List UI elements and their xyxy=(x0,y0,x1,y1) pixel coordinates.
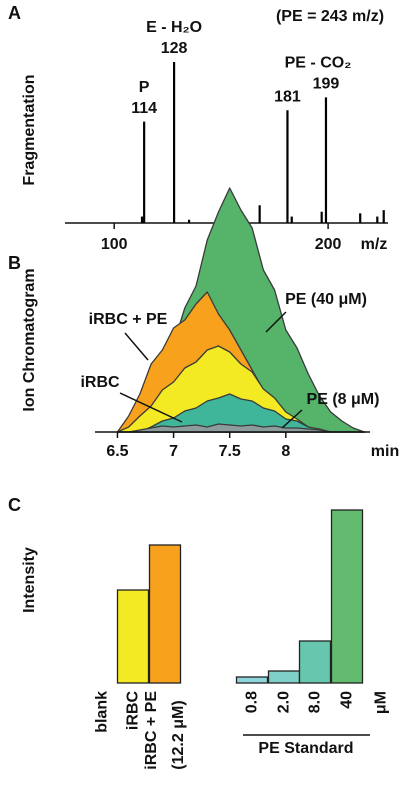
x-tick-label: 40 xyxy=(338,691,356,709)
x-tick-label: 200 xyxy=(315,236,342,253)
x-tick-label: 0.8 xyxy=(243,691,261,714)
peak-name: PE - CO₂ xyxy=(285,55,352,72)
peak-label: 181 xyxy=(274,89,301,106)
x-tick-label: 2.0 xyxy=(275,691,293,714)
peak-label: 114 xyxy=(131,100,157,117)
series-label: iRBC + PE xyxy=(89,311,168,328)
y-axis-label: Ion Chromatogram xyxy=(21,268,38,411)
x-tick-label: blank xyxy=(93,691,111,733)
peak-label: 128 xyxy=(161,40,188,57)
bar xyxy=(330,509,364,684)
bar xyxy=(148,544,182,684)
x-axis-label: min xyxy=(371,443,399,460)
peak-label: 199 xyxy=(313,76,340,93)
x-tick-label: 7 xyxy=(169,443,178,460)
label-pointer xyxy=(281,409,303,429)
group-label: PE Standard xyxy=(258,740,353,757)
label-pointer xyxy=(124,332,149,361)
series-label: PE (8 μM) xyxy=(307,391,380,408)
bar xyxy=(116,589,150,684)
label-pointer xyxy=(119,392,183,423)
panel-letter: A xyxy=(8,3,21,23)
x-tick-label: μM xyxy=(372,691,390,715)
y-axis-label: Fragmentation xyxy=(21,74,38,185)
peak-name: E - H₂O xyxy=(146,19,202,36)
bar xyxy=(235,676,269,684)
series-label: PE (40 μM) xyxy=(285,291,367,308)
note: (PE = 243 m/z) xyxy=(276,8,384,25)
x-tick-label: 6.5 xyxy=(106,443,128,460)
x-tick-label: 100 xyxy=(101,236,128,253)
bar xyxy=(298,640,332,684)
peak-name: P xyxy=(139,79,150,96)
x-tick-label: 7.5 xyxy=(219,443,241,460)
panel-letter: C xyxy=(8,495,21,515)
y-axis-label: Intensity xyxy=(21,547,38,613)
x-tick-label: 8.0 xyxy=(306,691,324,714)
x-tick-label: iRBC + PE (12.2 μM) xyxy=(143,691,187,770)
panel-letter: B xyxy=(8,253,21,273)
series-label: iRBC xyxy=(80,374,120,391)
label-pointer xyxy=(265,311,287,333)
bar xyxy=(267,670,301,684)
x-tick-label: 8 xyxy=(281,443,290,460)
x-axis-label: m/z xyxy=(361,236,388,253)
